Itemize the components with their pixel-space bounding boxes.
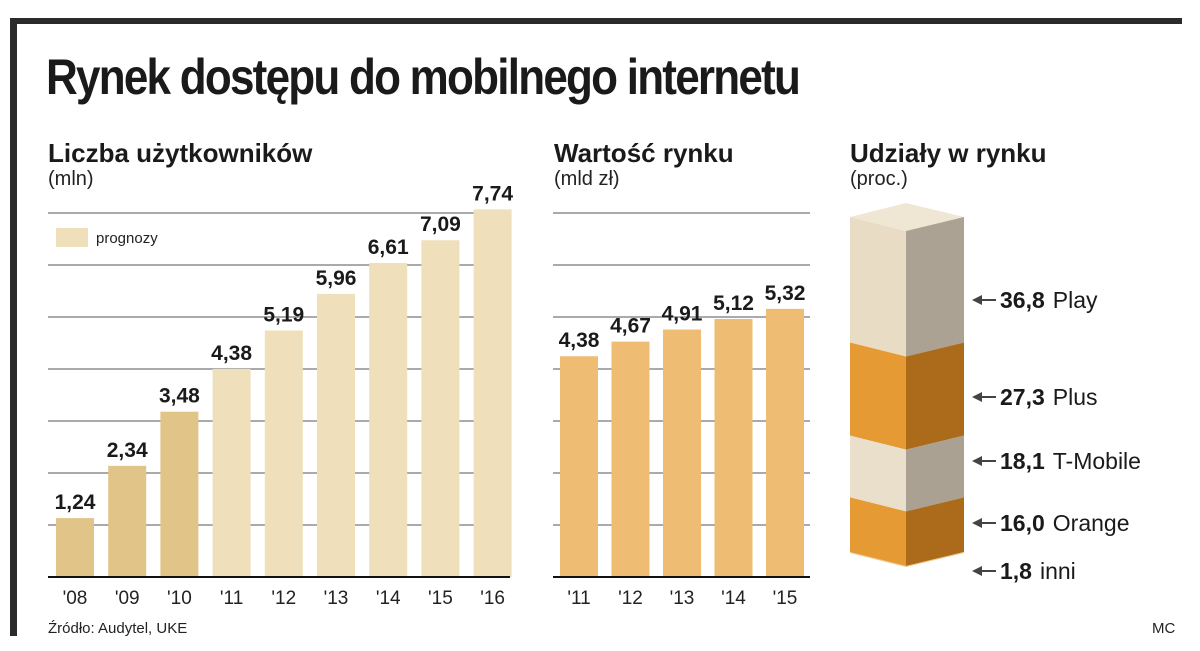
users-tick-label: '13 [324, 588, 349, 609]
shares-arrow-icon [972, 518, 982, 528]
value-chart-unit: (mld zł) [554, 168, 620, 190]
shares-value-label: 16,0 [1000, 510, 1045, 536]
frame-top-rule [10, 18, 1182, 24]
shares-chart-title: Udziały w rynku [850, 138, 1047, 168]
users-value-label: 7,09 [420, 213, 461, 236]
value-bar [663, 329, 701, 577]
value-value-label: 5,32 [765, 282, 806, 305]
users-value-label: 6,61 [368, 236, 409, 259]
shares-label-inni: 1,8 inni [1000, 558, 1076, 584]
shares-segment-play [850, 217, 906, 357]
shares-arrow-icon [972, 392, 982, 402]
users-chart-title: Liczba użytkowników [48, 138, 313, 168]
users-bar [108, 465, 147, 577]
shares-value-label: 18,1 [1000, 448, 1045, 474]
shares-top-cap [850, 203, 964, 231]
users-bar [473, 209, 512, 577]
shares-operator-name: inni [1040, 558, 1076, 584]
users-chart-unit: (mln) [48, 168, 94, 190]
shares-value-label: 27,3 [1000, 384, 1045, 410]
shares-label-play: 36,8 Play [1000, 287, 1098, 313]
users-bar [317, 293, 355, 577]
users-tick-label: '11 [220, 588, 243, 609]
shares-operator-name: Play [1053, 287, 1098, 313]
users-value-label: 1,24 [55, 491, 96, 514]
users-tick-label: '14 [376, 588, 401, 609]
value-tick-label: '14 [721, 588, 746, 609]
shares-chart-unit: (proc.) [850, 168, 908, 190]
shares-arrow-icon [972, 456, 982, 466]
users-tick-label: '16 [480, 588, 505, 609]
users-tick-label: '12 [271, 588, 296, 609]
value-bar [766, 308, 804, 577]
shares-segment-play-side [906, 217, 964, 357]
value-chart-title: Wartość rynku [554, 138, 734, 168]
shares-segment-plus [850, 342, 906, 450]
legend-swatch [56, 228, 88, 247]
shares-label-t-mobile: 18,1 T-Mobile [1000, 448, 1141, 474]
shares-value-label: 36,8 [1000, 287, 1045, 313]
users-value-label: 5,19 [263, 303, 304, 326]
value-tick-label: '13 [670, 588, 695, 609]
shares-arrow-icon [972, 566, 982, 576]
page-title: Rynek dostępu do mobilnego internetu [46, 49, 801, 105]
shares-arrow-icon [972, 295, 982, 305]
author-credit: MC [1152, 620, 1176, 637]
value-tick-label: '12 [618, 588, 643, 609]
legend-label: prognozy [96, 230, 158, 247]
users-bar [212, 368, 251, 577]
users-tick-label: '15 [428, 588, 453, 609]
shares-operator-name: Orange [1053, 510, 1130, 536]
value-tick-label: '11 [567, 588, 590, 609]
shares-operator-name: Plus [1053, 384, 1098, 410]
users-bar [264, 330, 303, 577]
frame-left-rule [10, 18, 17, 636]
users-value-label: 3,48 [159, 385, 200, 408]
users-tick-label: '09 [115, 588, 140, 609]
users-value-label: 5,96 [316, 267, 357, 290]
value-bar [714, 318, 753, 577]
users-bar [56, 518, 94, 577]
value-tick-label: '15 [773, 588, 798, 609]
users-tick-label: '08 [63, 588, 88, 609]
shares-segment-orange [850, 497, 906, 566]
users-value-label: 2,34 [107, 439, 148, 462]
shares-segment-tmobile-side [906, 435, 964, 512]
users-value-label: 7,74 [472, 182, 513, 205]
shares-segment-plus-side [906, 342, 964, 450]
value-bar [560, 356, 598, 577]
users-bar [421, 240, 460, 577]
users-value-label: 4,38 [211, 342, 252, 365]
value-value-label: 4,38 [559, 329, 600, 352]
source-note: Źródło: Audytel, UKE [48, 620, 188, 637]
value-value-label: 4,91 [662, 303, 703, 326]
value-value-label: 5,12 [713, 292, 754, 315]
value-bar [611, 341, 650, 577]
users-bar [160, 411, 199, 577]
shares-label-orange: 16,0 Orange [1000, 510, 1129, 536]
shares-value-label: 1,8 [1000, 558, 1032, 584]
shares-segment-tmobile [850, 435, 906, 512]
shares-operator-name: T-Mobile [1053, 448, 1141, 474]
users-bar [369, 263, 408, 577]
shares-label-plus: 27,3 Plus [1000, 384, 1098, 410]
users-tick-label: '10 [167, 588, 192, 609]
shares-segment-orange-side [906, 497, 964, 566]
value-value-label: 4,67 [610, 315, 651, 338]
